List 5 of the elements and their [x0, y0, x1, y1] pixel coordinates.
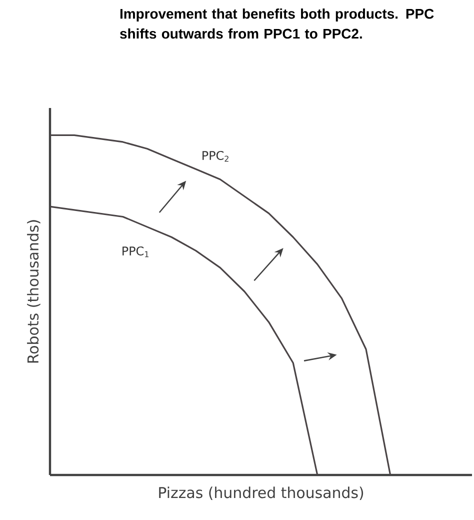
y-axis-title: Robots (thousands) [27, 220, 40, 363]
series-label: PPC$_{1}$ [122, 246, 148, 258]
series-label: PPC$_{2}$ [202, 150, 228, 162]
x-axis-title: Pizzas (hundred thousands) [159, 486, 364, 500]
chart-title: Improvement that benefits both products. PPC shifts outwards from PPC1 to PPC2. [120, 8, 434, 39]
